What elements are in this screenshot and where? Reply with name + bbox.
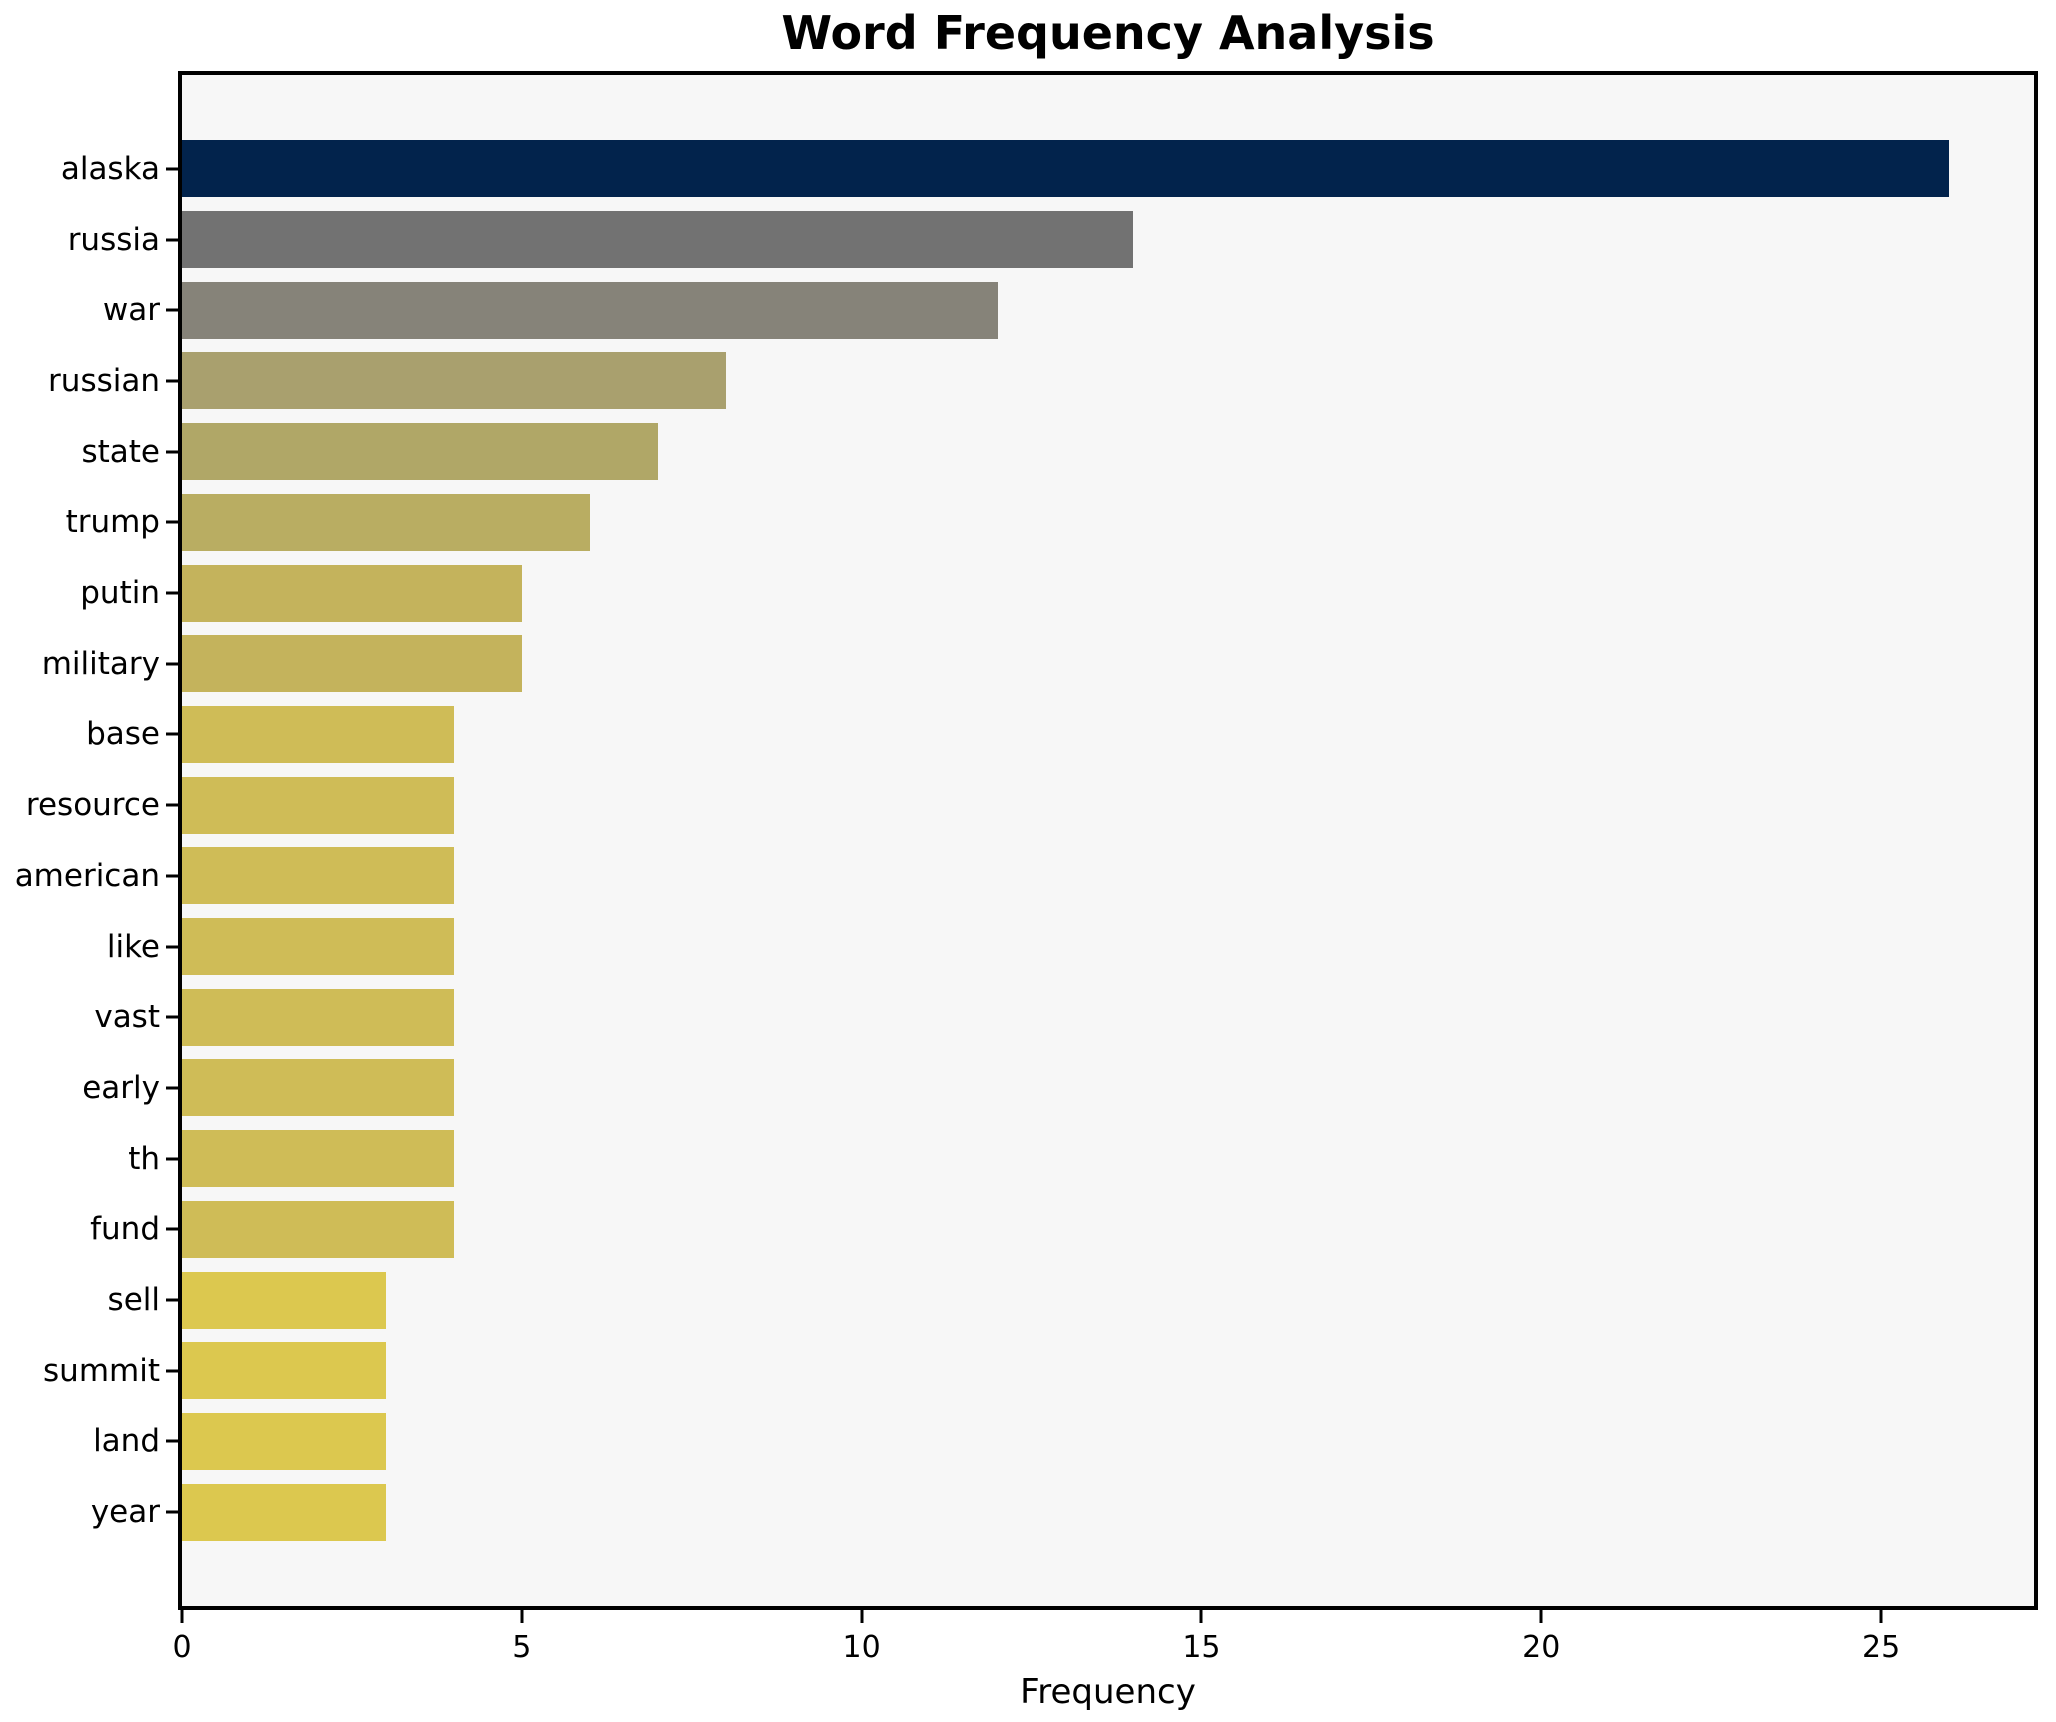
y-tick-label-russian: russian <box>48 362 160 399</box>
y-tick-label-early: early <box>82 1069 160 1106</box>
plot-area <box>178 71 2038 1610</box>
x-tick-mark <box>1879 1610 1883 1623</box>
bar-summit <box>182 1342 386 1400</box>
y-tick-mark <box>166 520 178 524</box>
x-tick-label-10: 10 <box>842 1630 881 1665</box>
bar-resource <box>182 776 454 834</box>
y-tick-label-russia: russia <box>67 221 160 258</box>
y-tick-label-fund: fund <box>90 1211 160 1248</box>
x-tick-label-20: 20 <box>1522 1630 1561 1665</box>
y-tick-mark <box>166 1510 178 1514</box>
y-tick-mark <box>166 1157 178 1161</box>
bar-russia <box>182 211 1134 269</box>
x-tick-mark <box>1539 1610 1543 1623</box>
bar-trump <box>182 493 590 551</box>
y-tick-mark <box>166 308 178 312</box>
bar-military <box>182 635 522 693</box>
y-tick-mark <box>166 591 178 595</box>
y-tick-label-sell: sell <box>107 1282 160 1319</box>
bar-year <box>182 1483 386 1541</box>
y-tick-label-putin: putin <box>80 575 160 612</box>
y-tick-label-resource: resource <box>25 787 160 824</box>
y-tick-label-war: war <box>102 292 160 329</box>
y-tick-mark <box>166 167 178 171</box>
y-tick-mark <box>166 238 178 242</box>
y-tick-mark <box>166 803 178 807</box>
y-tick-label-alaska: alaska <box>60 150 160 187</box>
y-tick-label-year: year <box>90 1494 160 1531</box>
y-tick-mark <box>166 732 178 736</box>
x-tick-label-25: 25 <box>1861 1630 1901 1665</box>
x-tick-mark <box>1199 1610 1203 1623</box>
bar-fund <box>182 1200 454 1258</box>
y-tick-label-like: like <box>106 928 160 965</box>
bar-early <box>182 1059 454 1117</box>
x-tick-label-0: 0 <box>172 1630 192 1665</box>
x-tick-mark <box>520 1610 524 1623</box>
x-tick-mark <box>860 1610 864 1623</box>
x-axis-label: Frequency <box>1020 1672 1196 1712</box>
y-tick-label-vast: vast <box>94 999 160 1036</box>
y-tick-mark <box>166 1015 178 1019</box>
y-tick-label-summit: summit <box>43 1352 160 1389</box>
y-tick-label-american: american <box>14 857 160 894</box>
bar-vast <box>182 988 454 1046</box>
y-tick-mark <box>166 379 178 383</box>
bar-war <box>182 281 998 339</box>
bar-state <box>182 423 658 481</box>
y-tick-label-trump: trump <box>65 504 160 541</box>
y-tick-mark <box>166 1298 178 1302</box>
bar-like <box>182 918 454 976</box>
y-tick-mark <box>166 874 178 878</box>
y-tick-label-land: land <box>93 1423 160 1460</box>
y-tick-mark <box>166 1086 178 1090</box>
x-tick-mark <box>180 1610 184 1623</box>
y-tick-label-th: th <box>128 1140 160 1177</box>
bar-russian <box>182 352 726 410</box>
chart-title: Word Frequency Analysis <box>781 6 1435 60</box>
y-tick-mark <box>166 1227 178 1231</box>
bar-alaska <box>182 140 1950 198</box>
bar-putin <box>182 564 522 622</box>
y-tick-mark <box>166 450 178 454</box>
bar-th <box>182 1130 454 1188</box>
y-tick-mark <box>166 1369 178 1373</box>
y-tick-label-state: state <box>81 433 160 470</box>
y-tick-mark <box>166 662 178 666</box>
y-tick-mark <box>166 1439 178 1443</box>
bar-american <box>182 847 454 905</box>
bar-base <box>182 705 454 763</box>
bar-land <box>182 1412 386 1470</box>
x-tick-label-15: 15 <box>1182 1630 1221 1665</box>
x-tick-label-5: 5 <box>512 1630 532 1665</box>
y-tick-label-military: military <box>41 645 160 682</box>
bar-sell <box>182 1271 386 1329</box>
y-tick-mark <box>166 945 178 949</box>
y-tick-label-base: base <box>86 716 160 753</box>
